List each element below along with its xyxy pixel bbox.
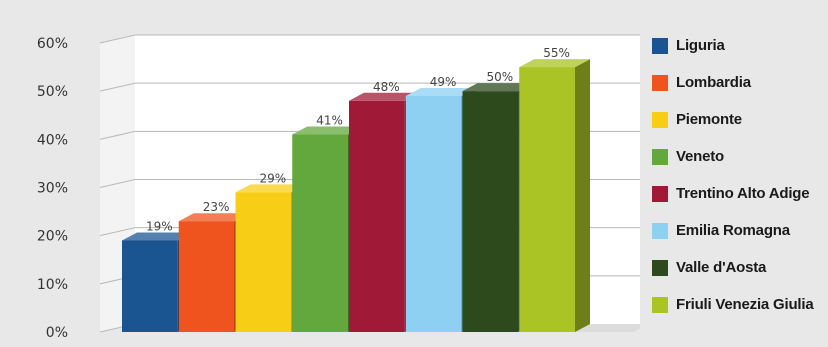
legend-item: Veneto	[652, 138, 828, 175]
legend-swatch	[652, 222, 668, 239]
legend-item: Lombardia	[652, 64, 828, 101]
legend-label: Liguria	[676, 37, 725, 54]
gridline-side	[99, 82, 136, 92]
legend-label: Veneto	[676, 148, 724, 165]
y-tick-label: 40%	[37, 132, 68, 148]
bar-top	[292, 126, 363, 135]
y-tick-label: 50%	[37, 84, 68, 100]
data-label: 55%	[543, 46, 570, 60]
gridline-side	[99, 130, 136, 140]
legend-item: Emilia Romagna	[652, 212, 828, 249]
data-label: 50%	[487, 70, 514, 84]
data-label: 19%	[146, 219, 173, 233]
legend-swatch	[652, 185, 668, 202]
bar-top	[235, 184, 307, 193]
data-label: 29%	[260, 171, 287, 185]
bars	[122, 59, 590, 333]
y-tick-label: 10%	[37, 277, 68, 293]
legend-item: Liguria	[652, 27, 828, 64]
y-axis: 0% 10% 20% 30% 40% 50% 60%	[37, 36, 68, 341]
legend-item: Friuli Venezia Giulia	[652, 286, 828, 323]
bar-front	[122, 240, 178, 332]
data-label: 23%	[203, 200, 230, 214]
data-label: 41%	[316, 114, 343, 128]
y-tick-label: 30%	[37, 181, 68, 197]
legend-swatch	[652, 259, 668, 276]
bar-top	[405, 87, 477, 96]
legend-swatch	[652, 111, 668, 128]
legend-swatch	[652, 296, 668, 313]
y-tick-label: 0%	[46, 325, 68, 341]
bar-side	[575, 59, 590, 332]
legend-label: Friuli Venezia Giulia	[676, 296, 814, 313]
legend-swatch	[652, 148, 668, 165]
bar-front	[519, 67, 575, 332]
bar-top	[178, 213, 250, 222]
gridline-side	[99, 227, 136, 237]
legend-label: Piemonte	[676, 111, 742, 128]
bar-front	[292, 134, 348, 332]
y-tick-label: 60%	[37, 36, 68, 52]
legend-label: Trentino Alto Adige	[676, 185, 810, 202]
legend-label: Lombardia	[676, 74, 751, 91]
legend-item: Valle d'Aosta	[652, 249, 828, 286]
legend-swatch	[652, 74, 668, 91]
legend-item: Piemonte	[652, 101, 828, 138]
y-tick-label: 20%	[37, 229, 68, 245]
bar-top	[349, 92, 420, 101]
legend-label: Emilia Romagna	[676, 222, 790, 239]
bar-top	[122, 232, 193, 241]
bar-front	[349, 100, 405, 332]
legend-swatch	[652, 37, 668, 54]
bar-top	[462, 83, 534, 92]
legend: Liguria Lombardia Piemonte Veneto Trentino A…	[652, 27, 828, 323]
bar-front	[405, 95, 462, 332]
bar-front	[462, 91, 519, 333]
data-label: 49%	[430, 75, 457, 89]
legend-item: Trentino Alto Adige	[652, 175, 828, 212]
data-labels: 19% 23% 29% 41% 48% 49% 50% 55%	[146, 46, 570, 233]
bar-front	[235, 192, 292, 332]
bar-chart: 0% 10% 20% 30% 40% 50% 60% 19% 23% 29% 41% 48% 49% 5…	[37, 34, 640, 341]
bar-top	[519, 59, 590, 68]
legend-label: Valle d'Aosta	[676, 259, 767, 276]
data-label: 48%	[373, 80, 400, 94]
bar	[519, 59, 590, 332]
gridline-side	[99, 179, 136, 188]
gridline-side	[99, 34, 136, 44]
bar-front	[178, 221, 235, 332]
